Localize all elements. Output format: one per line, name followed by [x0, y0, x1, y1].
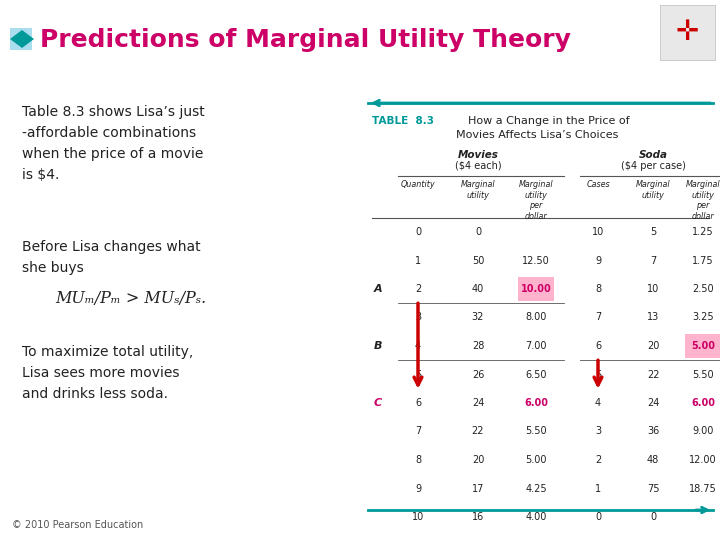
Text: 3.25: 3.25 — [692, 313, 714, 322]
Text: 4.25: 4.25 — [525, 483, 546, 494]
Text: 48: 48 — [647, 455, 659, 465]
Text: 10.00: 10.00 — [521, 284, 552, 294]
Text: 4.00: 4.00 — [526, 512, 546, 522]
Text: 28: 28 — [472, 341, 484, 351]
Text: 9: 9 — [415, 483, 421, 494]
Text: B: B — [374, 341, 382, 351]
Text: 5: 5 — [650, 227, 656, 237]
Text: 20: 20 — [647, 341, 660, 351]
Text: 2: 2 — [415, 284, 421, 294]
Text: Cases: Cases — [586, 180, 610, 189]
Text: 7: 7 — [595, 313, 601, 322]
Text: Marginal
utility
per
dollar: Marginal utility per dollar — [685, 180, 720, 221]
Bar — [518, 278, 554, 301]
Text: 75: 75 — [647, 483, 660, 494]
Text: 5.50: 5.50 — [525, 427, 546, 436]
Text: Predictions of Marginal Utility Theory: Predictions of Marginal Utility Theory — [40, 28, 571, 52]
Text: ($4 per case): ($4 per case) — [621, 161, 685, 171]
Text: TABLE  8.3: TABLE 8.3 — [372, 116, 434, 126]
Text: 7: 7 — [650, 255, 656, 266]
Text: Movies Affects Lisa’s Choices: Movies Affects Lisa’s Choices — [456, 130, 618, 140]
Text: 7: 7 — [415, 427, 421, 436]
Text: Before Lisa changes what
she buys: Before Lisa changes what she buys — [22, 240, 201, 275]
Text: 12.00: 12.00 — [689, 455, 717, 465]
Text: 1.75: 1.75 — [692, 255, 714, 266]
Text: 8: 8 — [595, 284, 601, 294]
Text: 0: 0 — [475, 227, 481, 237]
Text: ✛: ✛ — [675, 18, 698, 46]
Text: 5.00: 5.00 — [526, 455, 546, 465]
Text: Table 8.3 shows Lisa’s just
-affordable combinations
when the price of a movie
i: Table 8.3 shows Lisa’s just -affordable … — [22, 105, 204, 183]
Text: 10: 10 — [647, 284, 659, 294]
Text: Marginal
utility: Marginal utility — [461, 180, 495, 200]
Text: 40: 40 — [472, 284, 484, 294]
Text: 36: 36 — [647, 427, 659, 436]
Text: How a Change in the Price of: How a Change in the Price of — [468, 116, 629, 126]
Bar — [685, 334, 720, 357]
Text: 10: 10 — [412, 512, 424, 522]
Text: © 2010 Pearson Education: © 2010 Pearson Education — [12, 520, 143, 530]
Text: 2.50: 2.50 — [692, 284, 714, 294]
Text: 32: 32 — [472, 313, 484, 322]
Text: A: A — [374, 284, 382, 294]
Text: 0: 0 — [650, 512, 656, 522]
Text: 50: 50 — [472, 255, 484, 266]
Text: 3: 3 — [415, 313, 421, 322]
Text: 1.25: 1.25 — [692, 227, 714, 237]
Text: 6: 6 — [415, 398, 421, 408]
Polygon shape — [10, 30, 34, 48]
Text: 22: 22 — [647, 369, 660, 380]
Text: 5.50: 5.50 — [692, 369, 714, 380]
Text: 6: 6 — [595, 341, 601, 351]
Text: Marginal
utility
per
dollar: Marginal utility per dollar — [518, 180, 553, 221]
Text: 16: 16 — [472, 512, 484, 522]
Text: 4: 4 — [415, 341, 421, 351]
Text: 5.00: 5.00 — [691, 341, 715, 351]
Text: 7.00: 7.00 — [526, 341, 546, 351]
Text: 24: 24 — [647, 398, 660, 408]
Text: 12.50: 12.50 — [522, 255, 550, 266]
Text: 18.75: 18.75 — [689, 483, 717, 494]
Text: 5: 5 — [595, 369, 601, 380]
Text: 17: 17 — [472, 483, 484, 494]
Text: 1: 1 — [415, 255, 421, 266]
Bar — [660, 5, 715, 60]
Text: 1: 1 — [595, 483, 601, 494]
Text: 22: 22 — [472, 427, 485, 436]
Text: 0: 0 — [595, 512, 601, 522]
Text: 13: 13 — [647, 313, 659, 322]
Text: MUₘ/Pₘ > MUₛ/Pₛ.: MUₘ/Pₘ > MUₛ/Pₛ. — [55, 290, 206, 307]
Text: 3: 3 — [595, 427, 601, 436]
Text: 6.50: 6.50 — [526, 369, 546, 380]
Text: Quantity: Quantity — [401, 180, 436, 189]
Text: Soda: Soda — [639, 150, 667, 160]
Bar — [10, 28, 32, 50]
Text: 6.00: 6.00 — [524, 398, 548, 408]
Text: 24: 24 — [472, 398, 484, 408]
Text: 9: 9 — [595, 255, 601, 266]
Text: 9.00: 9.00 — [693, 427, 714, 436]
Text: 8.00: 8.00 — [526, 313, 546, 322]
Text: Movies: Movies — [458, 150, 498, 160]
Text: C: C — [374, 398, 382, 408]
Text: 0: 0 — [415, 227, 421, 237]
Text: 8: 8 — [415, 455, 421, 465]
Text: 26: 26 — [472, 369, 484, 380]
Text: 5: 5 — [415, 369, 421, 380]
Text: 4: 4 — [595, 398, 601, 408]
Text: ($4 each): ($4 each) — [455, 161, 501, 171]
Text: 2: 2 — [595, 455, 601, 465]
Text: To maximize total utility,
Lisa sees more movies
and drinks less soda.: To maximize total utility, Lisa sees mor… — [22, 345, 193, 401]
Text: 6.00: 6.00 — [691, 398, 715, 408]
Text: Marginal
utility: Marginal utility — [636, 180, 670, 200]
Text: 10: 10 — [592, 227, 604, 237]
Text: 20: 20 — [472, 455, 484, 465]
